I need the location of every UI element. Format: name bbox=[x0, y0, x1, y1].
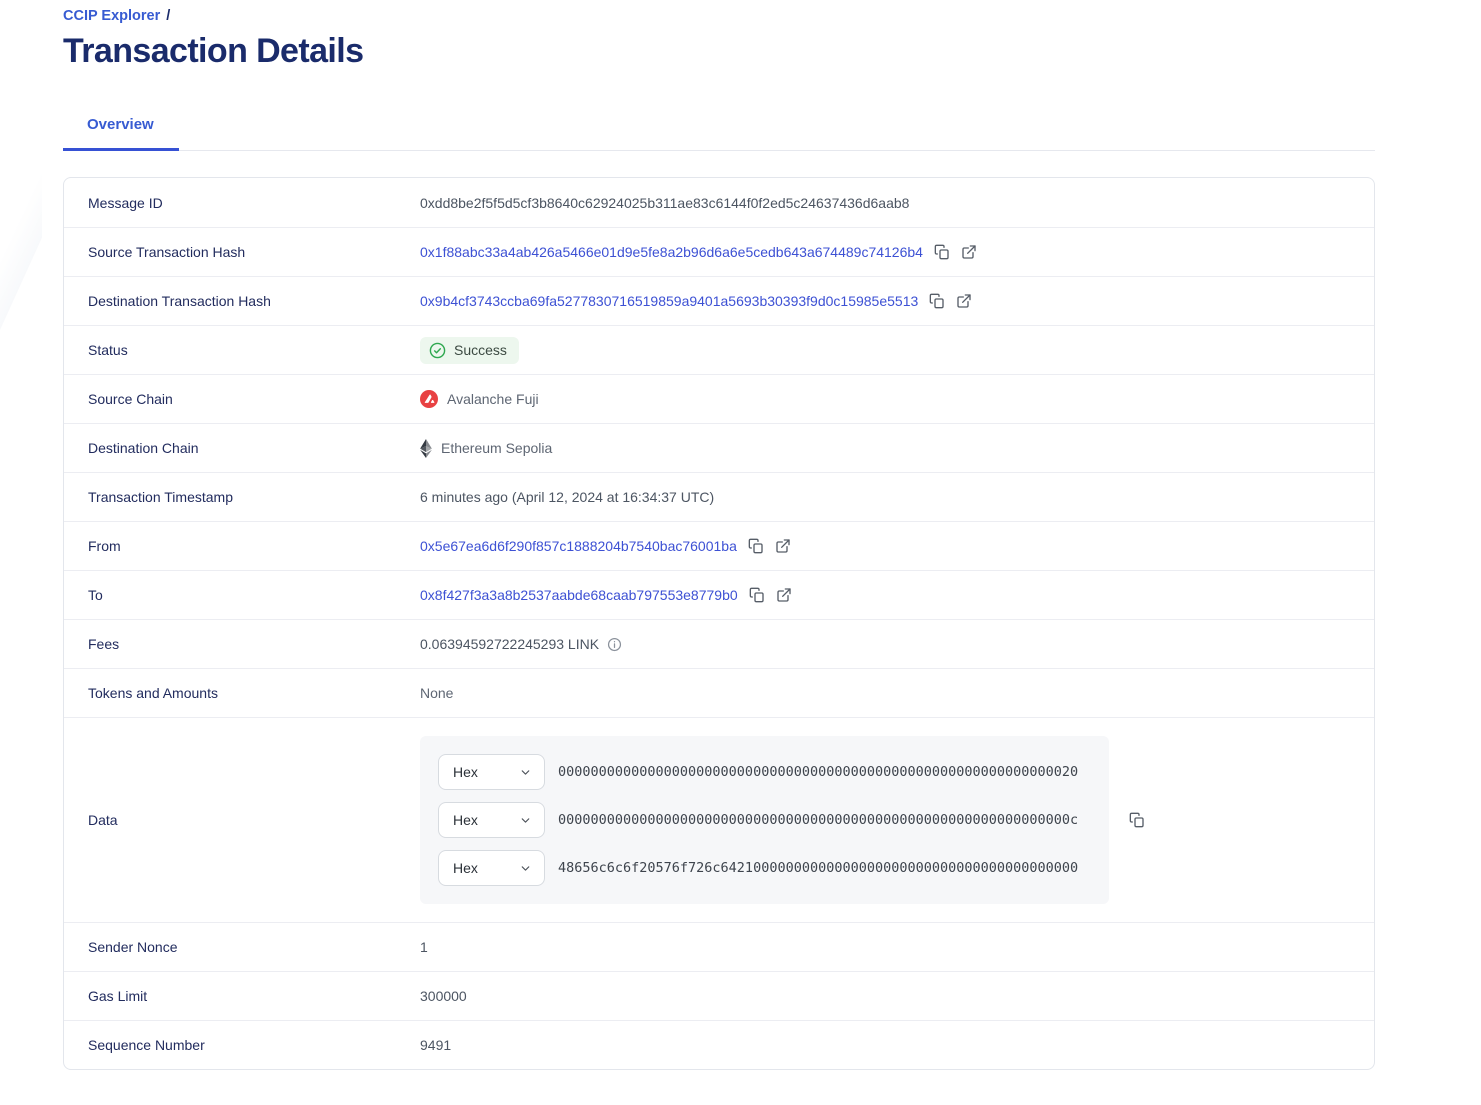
row-sequence-number: Sequence Number 9491 bbox=[64, 1020, 1374, 1069]
copy-icon[interactable] bbox=[749, 587, 765, 603]
copy-icon[interactable] bbox=[934, 244, 950, 260]
status-label: Status bbox=[88, 342, 128, 358]
gas-limit-value: 300000 bbox=[420, 988, 467, 1004]
row-source-transaction-hash: Source Transaction Hash 0x1f88abc33a4ab4… bbox=[64, 227, 1374, 276]
breadcrumb-link-ccip-explorer[interactable]: CCIP Explorer bbox=[63, 8, 161, 24]
breadcrumb-separator: / bbox=[166, 8, 171, 24]
row-transaction-timestamp: Transaction Timestamp 6 minutes ago (Apr… bbox=[64, 472, 1374, 521]
copy-icon[interactable] bbox=[929, 293, 945, 309]
copy-icon[interactable] bbox=[748, 538, 764, 554]
source-tx-hash-link[interactable]: 0x1f88abc33a4ab426a5466e01d9e5fe8a2b96d6… bbox=[420, 244, 923, 260]
row-message-id: Message ID 0xdd8be2f5f5d5cf3b8640c629240… bbox=[64, 178, 1374, 227]
row-destination-transaction-hash: Destination Transaction Hash 0x9b4cf3743… bbox=[64, 276, 1374, 325]
data-format-select[interactable]: Hex bbox=[438, 754, 545, 790]
chevron-down-icon bbox=[519, 862, 532, 875]
data-format-select[interactable]: Hex bbox=[438, 802, 545, 838]
source-chain-value: Avalanche Fuji bbox=[420, 390, 539, 408]
external-link-icon[interactable] bbox=[776, 587, 792, 603]
source-tx-hash-label: Source Transaction Hash bbox=[88, 244, 246, 260]
info-icon[interactable] bbox=[607, 637, 622, 652]
page-title: Transaction Details bbox=[63, 32, 364, 70]
row-status: Status Success bbox=[64, 325, 1374, 374]
data-label: Data bbox=[88, 812, 118, 828]
row-source-chain: Source Chain Avalanche Fuji bbox=[64, 374, 1374, 423]
tokens-and-amounts-value: None bbox=[420, 685, 454, 701]
breadcrumb: CCIP Explorer / bbox=[63, 8, 1375, 24]
row-sender-nonce: Sender Nonce 1 bbox=[64, 922, 1374, 971]
destination-chain-label: Destination Chain bbox=[88, 440, 199, 456]
tab-overview[interactable]: Overview bbox=[63, 116, 179, 151]
message-id-value: 0xdd8be2f5f5d5cf3b8640c62924025b311ae83c… bbox=[420, 194, 910, 211]
check-circle-icon bbox=[429, 342, 446, 359]
source-chain-name: Avalanche Fuji bbox=[447, 391, 539, 407]
sender-nonce-label: Sender Nonce bbox=[88, 939, 178, 955]
message-id-label: Message ID bbox=[88, 194, 163, 211]
sequence-number-value: 9491 bbox=[420, 1037, 452, 1053]
copy-icon[interactable] bbox=[1129, 812, 1145, 828]
row-data: Data Hex 0000000000000000000000000000000… bbox=[64, 717, 1374, 922]
transaction-details-card: Message ID 0xdd8be2f5f5d5cf3b8640c629240… bbox=[63, 177, 1375, 1070]
row-to: To 0x8f427f3a3a8b2537aabde68caab797553e8… bbox=[64, 570, 1374, 619]
tab-bar: Overview bbox=[63, 116, 1375, 151]
chevron-down-icon bbox=[519, 814, 532, 827]
from-label: From bbox=[88, 538, 121, 554]
chevron-down-icon bbox=[519, 766, 532, 779]
data-line: Hex 000000000000000000000000000000000000… bbox=[438, 754, 1091, 790]
data-format-selected: Hex bbox=[453, 764, 478, 780]
destination-chain-value: Ethereum Sepolia bbox=[420, 438, 553, 458]
sequence-number-label: Sequence Number bbox=[88, 1037, 205, 1053]
data-line: Hex 48656c6c6f20576f726c6421000000000000… bbox=[438, 850, 1091, 886]
to-address-link[interactable]: 0x8f427f3a3a8b2537aabde68caab797553e8779… bbox=[420, 587, 738, 603]
data-format-selected: Hex bbox=[453, 812, 478, 828]
data-hex-value: 0000000000000000000000000000000000000000… bbox=[558, 812, 1079, 828]
row-destination-chain: Destination Chain Ethereum Sepolia bbox=[64, 423, 1374, 472]
timestamp-label: Transaction Timestamp bbox=[88, 489, 233, 505]
destination-chain-name: Ethereum Sepolia bbox=[441, 440, 553, 456]
data-hex-value: 0000000000000000000000000000000000000000… bbox=[558, 764, 1079, 780]
tokens-and-amounts-label: Tokens and Amounts bbox=[88, 685, 218, 701]
row-from: From 0x5e67ea6d6f290f857c1888204b7540bac… bbox=[64, 521, 1374, 570]
status-value: Success bbox=[454, 342, 507, 358]
ethereum-logo-icon bbox=[420, 438, 432, 458]
fees-value: 0.06394592722245293 LINK bbox=[420, 636, 600, 652]
data-hex-block: Hex 000000000000000000000000000000000000… bbox=[420, 736, 1109, 904]
source-chain-label: Source Chain bbox=[88, 391, 173, 407]
destination-tx-hash-label: Destination Transaction Hash bbox=[88, 293, 271, 309]
timestamp-value: 6 minutes ago (April 12, 2024 at 16:34:3… bbox=[420, 489, 715, 505]
data-format-selected: Hex bbox=[453, 860, 478, 876]
data-format-select[interactable]: Hex bbox=[438, 850, 545, 886]
row-tokens-and-amounts: Tokens and Amounts None bbox=[64, 668, 1374, 717]
sender-nonce-value: 1 bbox=[420, 939, 428, 955]
avalanche-logo-icon bbox=[420, 390, 438, 408]
to-label: To bbox=[88, 587, 103, 603]
external-link-icon[interactable] bbox=[775, 538, 791, 554]
main-content: CCIP Explorer / Transaction Details Over… bbox=[63, 8, 1375, 1070]
fees-label: Fees bbox=[88, 636, 120, 652]
external-link-icon[interactable] bbox=[961, 244, 977, 260]
from-address-link[interactable]: 0x5e67ea6d6f290f857c1888204b7540bac76001… bbox=[420, 538, 737, 554]
row-gas-limit: Gas Limit 300000 bbox=[64, 971, 1374, 1020]
destination-tx-hash-link[interactable]: 0x9b4cf3743ccba69fa5277830716519859a9401… bbox=[420, 293, 919, 309]
external-link-icon[interactable] bbox=[956, 293, 972, 309]
data-hex-value: 48656c6c6f20576f726c64210000000000000000… bbox=[558, 860, 1079, 876]
row-fees: Fees 0.06394592722245293 LINK bbox=[64, 619, 1374, 668]
data-line: Hex 000000000000000000000000000000000000… bbox=[438, 802, 1091, 838]
status-badge: Success bbox=[420, 336, 519, 364]
gas-limit-label: Gas Limit bbox=[88, 988, 148, 1004]
